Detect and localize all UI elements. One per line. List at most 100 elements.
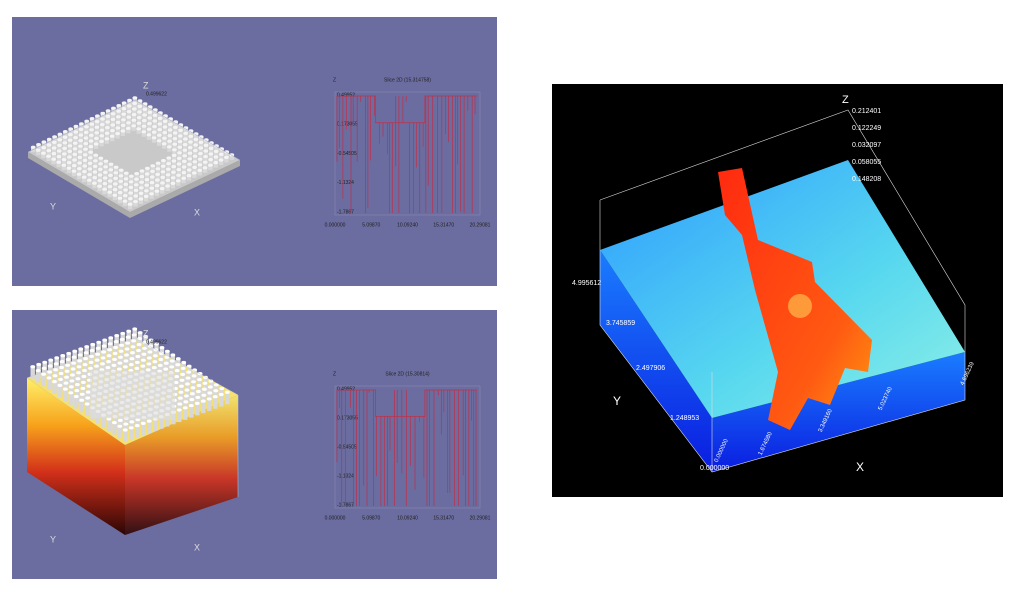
pillar-top bbox=[187, 146, 193, 150]
pillar-top bbox=[131, 118, 137, 122]
pillar-top bbox=[188, 129, 194, 133]
pillar bbox=[112, 195, 118, 201]
pillar-top bbox=[157, 122, 163, 126]
pillar-top bbox=[72, 141, 78, 145]
pillar bbox=[82, 171, 87, 177]
pillar-top bbox=[52, 135, 58, 139]
pillar bbox=[147, 123, 152, 129]
pillar bbox=[97, 180, 102, 186]
pillar bbox=[178, 130, 183, 136]
pillar-top bbox=[177, 151, 182, 155]
pillar bbox=[131, 120, 137, 126]
pillar bbox=[122, 201, 128, 207]
pillar-top bbox=[198, 140, 204, 144]
pillar bbox=[128, 198, 133, 204]
x-tick-label: 20.29081 bbox=[470, 222, 491, 228]
pillar bbox=[160, 171, 166, 177]
pillar-top bbox=[159, 345, 165, 350]
pillar bbox=[113, 184, 118, 189]
pillar-top bbox=[110, 123, 116, 127]
pillar bbox=[98, 158, 103, 164]
pillar bbox=[113, 167, 119, 173]
pillar-top bbox=[133, 200, 138, 204]
pillar bbox=[198, 136, 204, 142]
pillar-top bbox=[112, 182, 118, 186]
pillar bbox=[147, 421, 152, 434]
pillar bbox=[229, 154, 234, 160]
pillar-top bbox=[145, 368, 151, 372]
pillar-top bbox=[137, 104, 143, 108]
pillar-top bbox=[30, 365, 36, 369]
pillar bbox=[195, 403, 200, 416]
pillar-top bbox=[82, 368, 87, 373]
pillar-top bbox=[117, 191, 123, 195]
pillar bbox=[149, 182, 155, 188]
pillar-top bbox=[41, 140, 47, 144]
pillar-top bbox=[149, 192, 154, 196]
pillar-top bbox=[197, 377, 202, 382]
pillar bbox=[132, 103, 137, 109]
x-tick-label: 0.000000 bbox=[325, 222, 346, 228]
pillar bbox=[181, 178, 186, 184]
pillar bbox=[213, 396, 218, 409]
pillar bbox=[56, 156, 62, 162]
pillar-top bbox=[151, 366, 157, 370]
pillar-top bbox=[155, 167, 161, 171]
pillar-top bbox=[97, 179, 103, 183]
pillar bbox=[94, 127, 100, 133]
pillar bbox=[204, 139, 209, 145]
pillar bbox=[142, 103, 148, 109]
pillar bbox=[214, 151, 219, 157]
pillar-top bbox=[165, 173, 171, 177]
pillar-top bbox=[92, 170, 98, 174]
pillar-top bbox=[213, 389, 219, 393]
pillar-top bbox=[51, 157, 57, 161]
pillar-top bbox=[74, 388, 80, 393]
pillar-top bbox=[213, 383, 219, 387]
pillar-top bbox=[77, 353, 83, 357]
pillar-top bbox=[122, 199, 128, 203]
pillar-top bbox=[146, 133, 152, 137]
pillar-top bbox=[118, 349, 124, 353]
pillar bbox=[208, 148, 214, 154]
pillar-top bbox=[141, 124, 147, 128]
pillar-top bbox=[68, 127, 74, 131]
pillar-top bbox=[219, 386, 225, 391]
pillar bbox=[193, 150, 198, 156]
pillar bbox=[152, 132, 157, 138]
pillar bbox=[36, 150, 41, 156]
pillar bbox=[182, 161, 187, 167]
pillar bbox=[92, 166, 98, 172]
z-tick-label: 0.032097 bbox=[852, 142, 881, 149]
pillar-top bbox=[100, 362, 105, 366]
pillar bbox=[131, 114, 137, 120]
pillar-top bbox=[85, 390, 91, 394]
pillar bbox=[111, 113, 116, 119]
pillar-top bbox=[188, 134, 194, 138]
pillar-top bbox=[104, 131, 110, 135]
pillar-top bbox=[193, 143, 198, 147]
pillar-top bbox=[183, 400, 189, 404]
pillar-top bbox=[80, 386, 86, 390]
pillar-top bbox=[62, 135, 68, 139]
pillar bbox=[51, 148, 57, 153]
pillar-top bbox=[115, 115, 121, 119]
pillar-top bbox=[48, 358, 54, 362]
pillar bbox=[67, 157, 72, 162]
pillar-top bbox=[157, 111, 163, 115]
pillar bbox=[187, 158, 192, 164]
pillar-top bbox=[171, 159, 177, 163]
pillar-top bbox=[174, 374, 180, 379]
pillar-top bbox=[144, 178, 150, 182]
pillar-top bbox=[122, 365, 128, 369]
pillar-top bbox=[57, 143, 62, 147]
pillar-top bbox=[57, 383, 63, 387]
x-tick-label: 10.09240 bbox=[397, 515, 418, 521]
pillar bbox=[102, 178, 108, 183]
pillar-top bbox=[111, 106, 116, 110]
pillar-top bbox=[104, 126, 110, 130]
pillar-top bbox=[161, 159, 166, 163]
pillar-top bbox=[104, 137, 110, 141]
pillar-top bbox=[163, 367, 169, 371]
pillar-top bbox=[64, 369, 70, 373]
